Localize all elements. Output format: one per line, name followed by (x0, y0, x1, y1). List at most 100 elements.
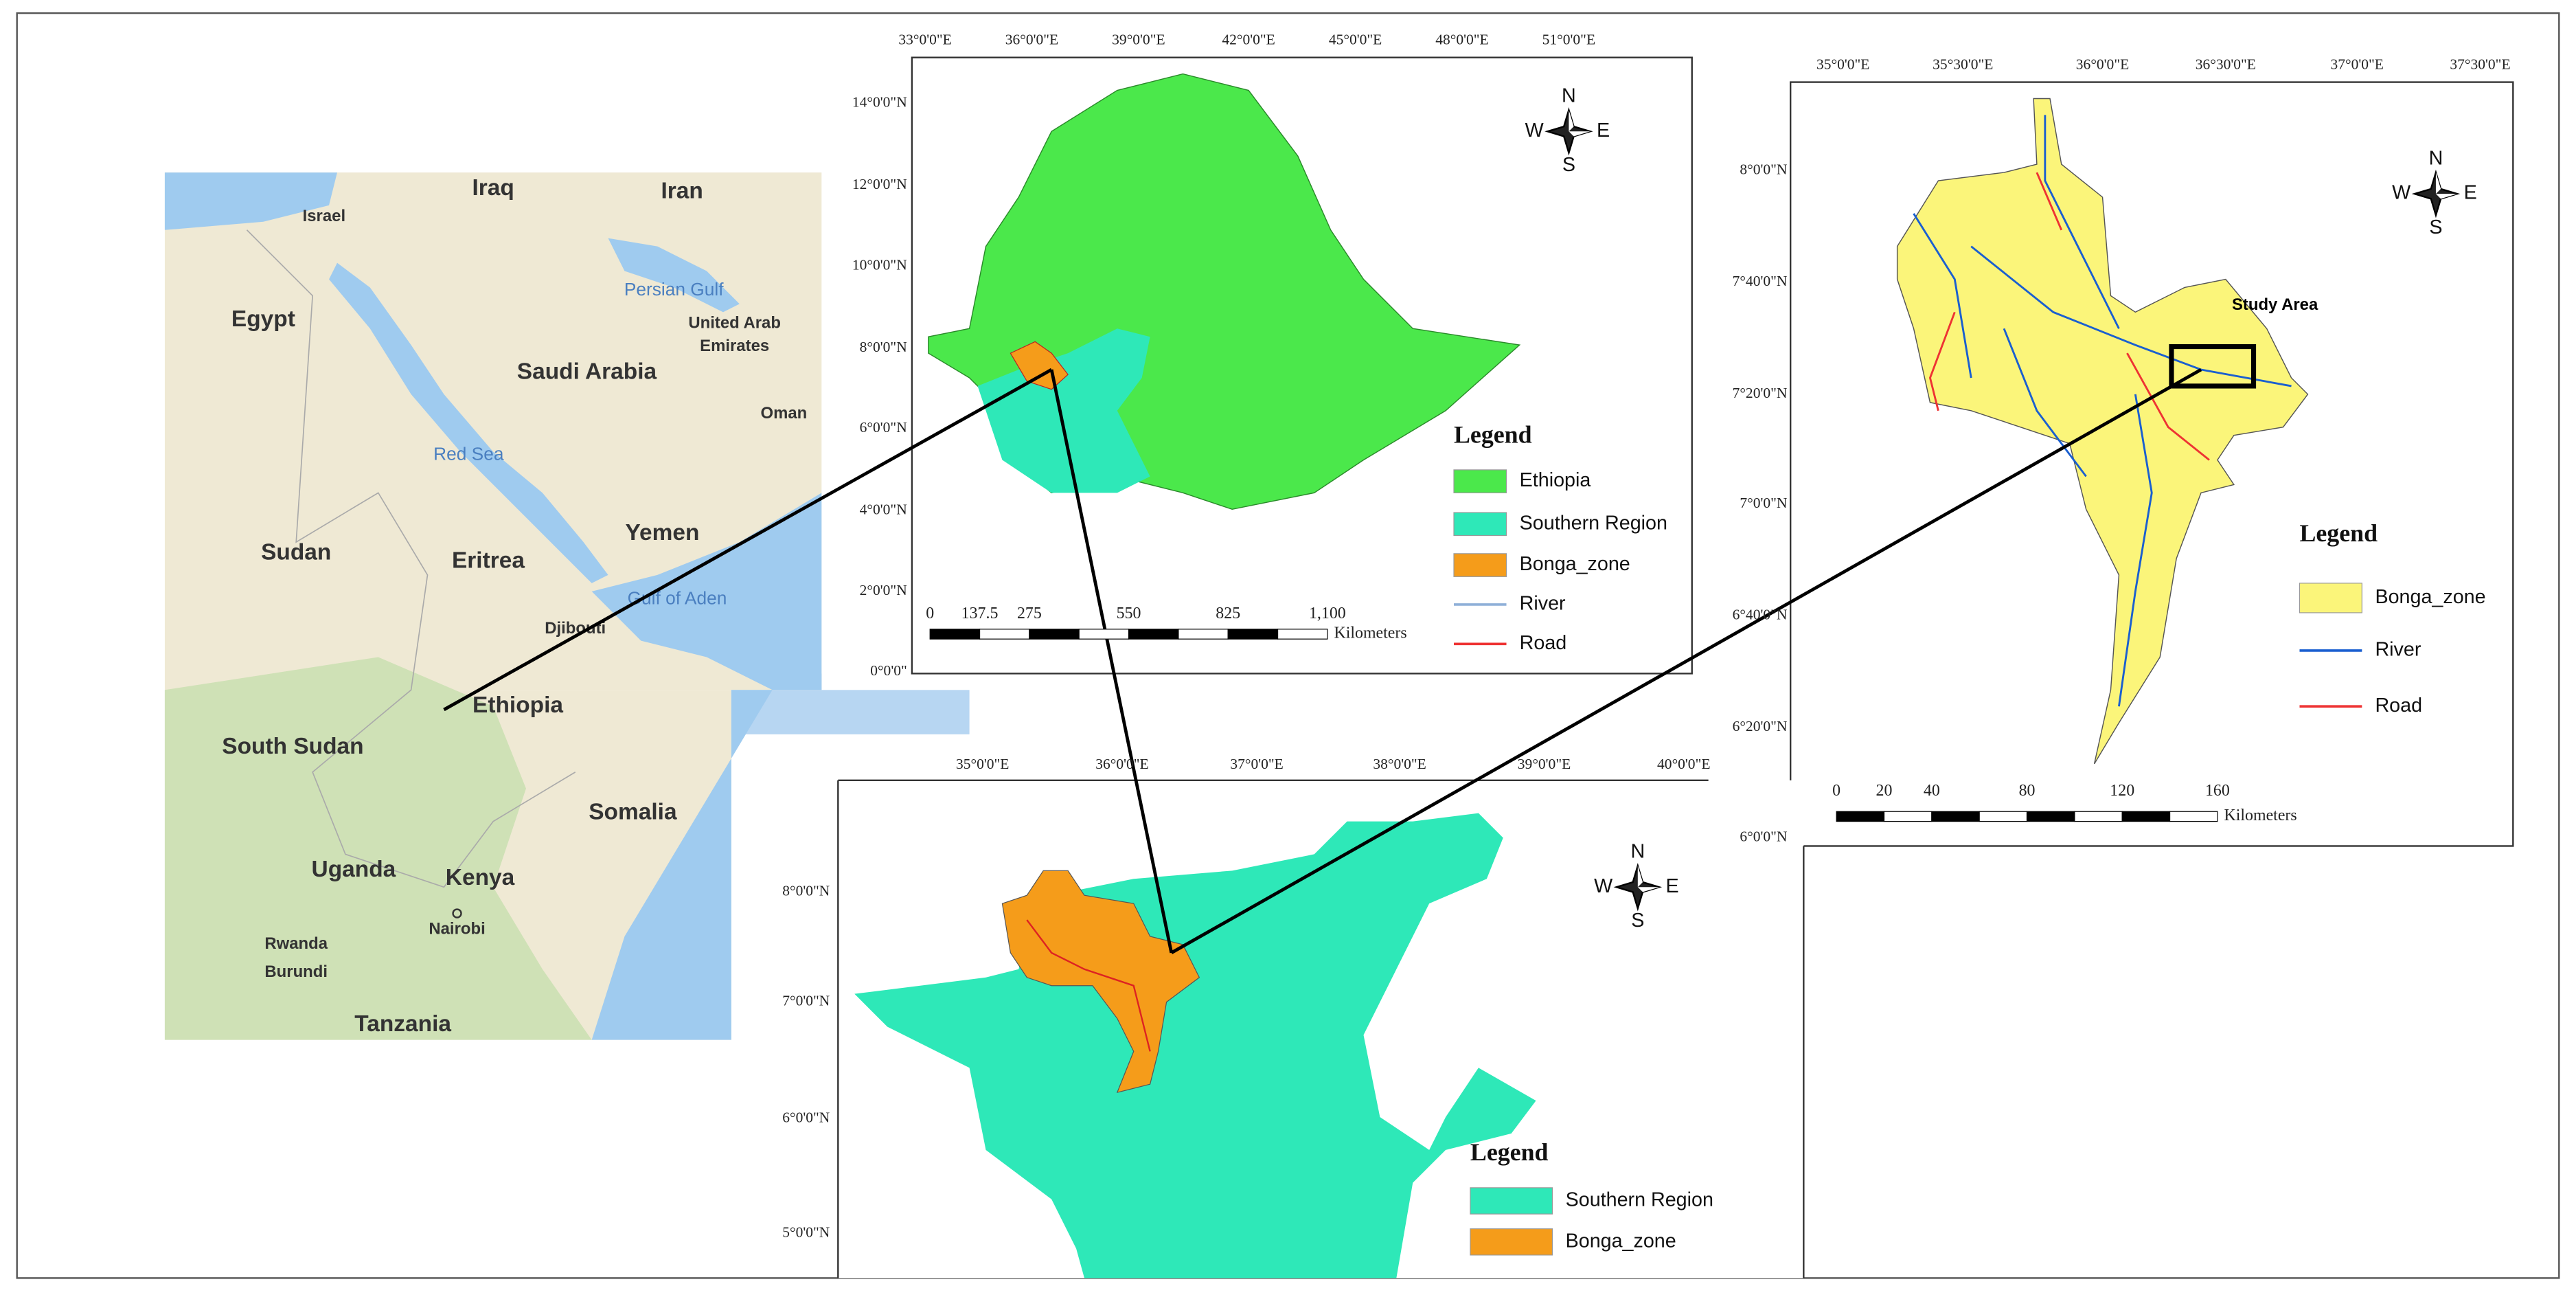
labels: Iraq Iran Israel Persian Gulf Egypt Saudi Ara… (222, 175, 807, 1037)
scale-segment (1979, 811, 2028, 822)
legend-swatch (2299, 583, 2362, 613)
scale-segment (1178, 629, 1229, 640)
legend-swatch (1470, 1187, 1553, 1215)
x-tick-label: 40°0'0"E (1657, 756, 1710, 772)
map-label: Rwanda (264, 934, 328, 953)
sea (164, 172, 337, 230)
legend-title: Legend (1454, 420, 1532, 448)
x-tick-label: 35°30'0"E (1933, 56, 1993, 73)
scale-label: 120 (2110, 782, 2134, 800)
scale-segment (1883, 811, 1933, 822)
map-label: Nairobi (429, 920, 485, 938)
legend-swatch (1453, 512, 1507, 537)
sea (731, 690, 970, 734)
x-tick-label: 42°0'0"E (1222, 32, 1275, 48)
scale-segment (1931, 811, 1980, 822)
scale-unit: Kilometers (2224, 807, 2296, 824)
y-tick-label: 8°0'0"N (1740, 161, 1788, 178)
map-label: Sudan (261, 540, 331, 565)
y-tick-label: 14°0'0"N (852, 94, 907, 111)
road (2036, 172, 2063, 231)
map-label: Israel (303, 207, 345, 225)
map-label: Ethiopia (472, 693, 563, 718)
connector-line (1170, 368, 2202, 954)
x-tick-label: 37°30'0"E (2450, 56, 2510, 73)
map-label: Uganda (312, 857, 396, 882)
scale-segment (1078, 629, 1130, 640)
y-tick-label: 5°0'0"N (782, 1224, 830, 1241)
legend-label: Road (1520, 632, 1567, 654)
y-tick-label: 7°0'0"N (1740, 495, 1788, 511)
x-tick-label: 39°0'0"E (1518, 756, 1571, 772)
scale-label: 137.5 (961, 605, 999, 622)
y-tick-label: 8°0'0"N (782, 882, 830, 899)
bonga-map: Study Area (1790, 81, 2514, 847)
legend-swatch (1470, 1228, 1553, 1256)
scale-label: 275 (1017, 605, 1042, 622)
x-tick-label: 37°0'0"E (2330, 56, 2383, 73)
map-label: Oman (761, 404, 808, 423)
map-label: South Sudan (222, 734, 363, 759)
y-tick-label: 6°0'0"N (782, 1109, 830, 1125)
map-label: Yemen (625, 520, 699, 545)
compass-w: W (1525, 120, 1544, 142)
x-tick-label: 36°0'0"E (2076, 56, 2129, 73)
scale-segment (2169, 811, 2218, 822)
map-label: Burundi (264, 962, 328, 981)
compass-e: E (1665, 875, 1678, 897)
scale-label: 0 (926, 605, 934, 622)
scale-segment (979, 629, 1030, 640)
map-label: Egypt (231, 306, 295, 332)
map-label: Eritrea (452, 548, 525, 574)
compass-e: E (1597, 120, 1610, 142)
map-label: Persian Gulf (624, 279, 724, 300)
x-tick-label: 35°0'0"E (956, 756, 1009, 772)
map-label: Kenya (446, 865, 515, 890)
southern-map (837, 779, 1805, 1279)
legend-label: River (2375, 638, 2421, 660)
compass-s: S (1631, 910, 1644, 932)
x-tick-label: 45°0'0"E (1329, 32, 1382, 48)
y-tick-label: 2°0'0"N (860, 582, 908, 598)
legend-label: Southern Region (1566, 1189, 1713, 1211)
connectors (443, 368, 2202, 954)
y-tick-label: 6°20'0"N (1733, 718, 1788, 734)
river (2003, 328, 2087, 477)
river (1970, 245, 2292, 387)
y-tick-label: 12°0'0"N (852, 176, 907, 192)
map-label: Saudi Arabia (517, 359, 657, 385)
scale-segment (1227, 629, 1279, 640)
y-tick-label: 6°40'0"N (1733, 607, 1788, 623)
x-tick-label: 36°30'0"E (2196, 56, 2256, 73)
compass-e: E (2464, 182, 2477, 204)
southern-region (854, 813, 1536, 1279)
scale-segment (2074, 811, 2123, 822)
x-tick-label: 33°0'0"E (898, 32, 951, 48)
legend-swatch (1453, 469, 1507, 493)
scale-label: 160 (2205, 782, 2230, 800)
road (2126, 352, 2210, 461)
river (2118, 394, 2153, 707)
y-tick-label: 6°0'0"N (860, 419, 908, 436)
scale-unit: Kilometers (1334, 624, 1406, 642)
scale-label: 550 (1117, 605, 1141, 622)
map-label: United Arab (688, 313, 781, 332)
x-tick-label: 51°0'0"E (1542, 32, 1595, 48)
x-tick-label: 39°0'0"E (1112, 32, 1165, 48)
y-tick-label: 10°0'0"N (852, 256, 907, 273)
scale-segment (1128, 629, 1179, 640)
regional-map: Iraq Iran Israel Persian Gulf Egypt Saudi Ara… (164, 172, 970, 1040)
legend-label: Bonga_zone (1520, 553, 1630, 575)
compass-n: N (1562, 85, 1576, 107)
compass-s: S (1562, 154, 1575, 176)
scale-segment (1277, 629, 1328, 640)
scale-segment (1029, 629, 1080, 640)
scale-segment (1836, 811, 1885, 822)
scale-label: 0 (1832, 782, 1840, 800)
x-tick-label: 35°0'0"E (1816, 56, 1869, 73)
vegetation (164, 657, 592, 1040)
y-tick-label: 4°0'0"N (860, 502, 908, 518)
legend-title: Legend (2299, 519, 2378, 547)
scale-segment (2121, 811, 2171, 822)
